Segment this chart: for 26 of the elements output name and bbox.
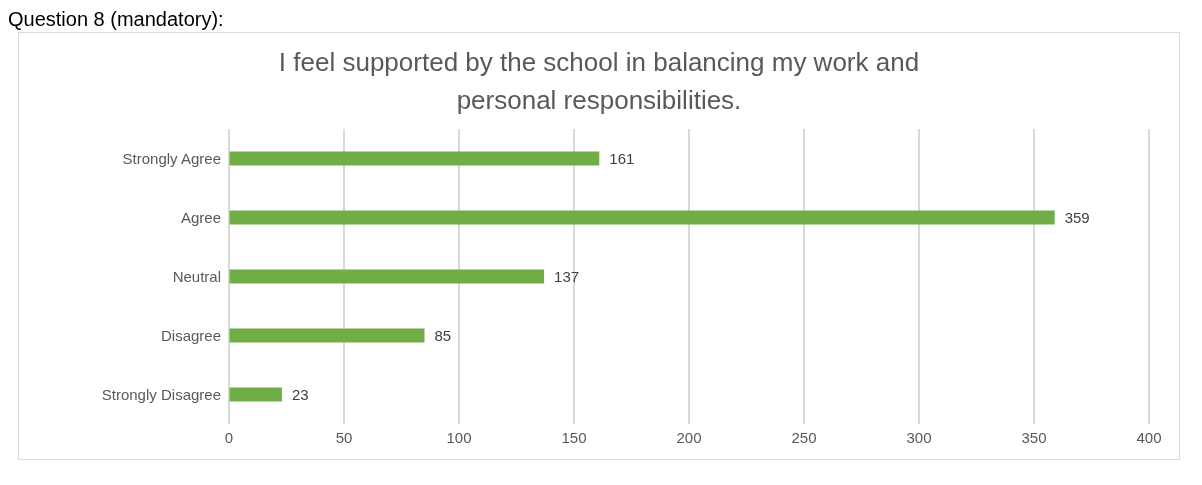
data-label: 85 <box>434 326 452 344</box>
y-tick-label: Disagree <box>160 326 221 344</box>
y-tick-label: Neutral <box>172 267 221 285</box>
x-tick-label: 50 <box>335 428 353 446</box>
bar <box>229 269 545 284</box>
bar <box>229 387 282 402</box>
data-label: 359 <box>1064 208 1090 226</box>
bar <box>229 210 1055 225</box>
x-tick-label: 100 <box>446 428 472 446</box>
x-tick-label: 400 <box>1136 428 1162 446</box>
data-label: 161 <box>609 149 635 167</box>
x-tick-label: 300 <box>906 428 932 446</box>
x-tick-label: 200 <box>676 428 702 446</box>
chart-title: I feel supported by the school in balancing my work and personal responsibilities. <box>277 46 921 117</box>
text: Question 8 (mandatory): <box>8 8 225 32</box>
bar <box>229 328 425 343</box>
y-tick-label: Strongly Agree <box>122 149 221 167</box>
bar <box>229 151 600 166</box>
x-tick-label: 250 <box>791 428 817 446</box>
y-tick-label: Agree <box>180 208 221 226</box>
x-tick-label: 150 <box>561 428 587 446</box>
y-tick-label: Strongly Disagree <box>101 385 221 403</box>
data-label: 137 <box>554 267 580 285</box>
data-label: 23 <box>291 385 309 403</box>
x-tick-label: 0 <box>224 428 234 446</box>
x-tick-label: 350 <box>1021 428 1047 446</box>
